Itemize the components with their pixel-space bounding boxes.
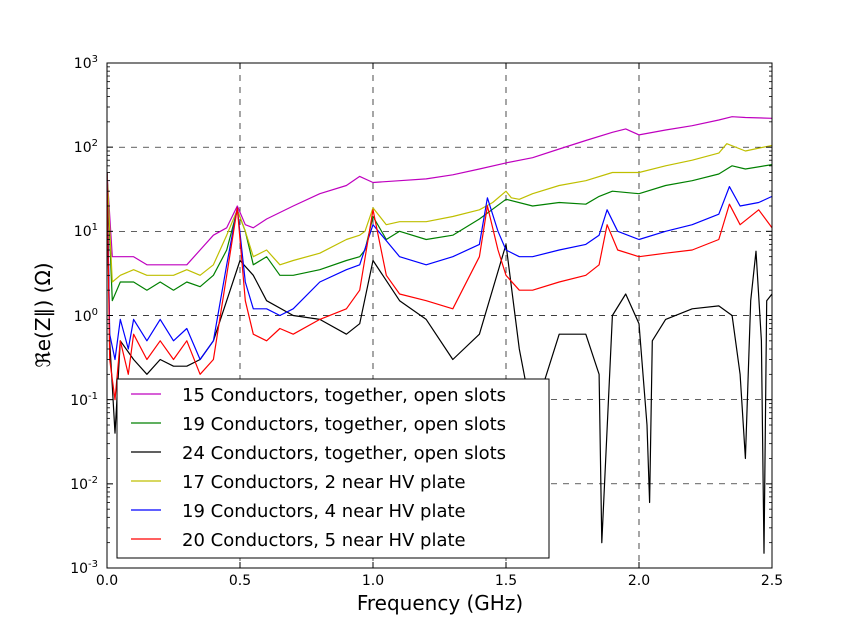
y-tick-base-1: 10 — [70, 477, 88, 493]
x-tick-label-2: 1.0 — [362, 573, 384, 589]
x-axis-label: Frequency (GHz) — [357, 591, 523, 615]
y-tick-exponent-1: -2 — [88, 475, 98, 486]
y-tick-label-3: 100 — [74, 307, 98, 325]
y-tick-exponent-3: 0 — [92, 307, 98, 318]
x-tick-label-5: 2.5 — [761, 573, 783, 589]
y-tick-base-3: 10 — [74, 309, 92, 325]
y-tick-exponent-5: 2 — [92, 138, 98, 149]
legend-label-4: 19 Conductors, 4 near HV plate — [182, 501, 466, 522]
y-tick-base-2: 10 — [70, 393, 88, 409]
y-tick-label-6: 103 — [74, 54, 98, 72]
legend-label-5: 20 Conductors, 5 near HV plate — [182, 530, 466, 551]
legend: 15 Conductors, together, open slots 19 C… — [116, 378, 550, 559]
y-tick-base-4: 10 — [74, 224, 92, 240]
y-tick-exponent-2: -1 — [88, 391, 98, 402]
x-tick-label-4: 2.0 — [628, 573, 650, 589]
y-tick-base-5: 10 — [74, 140, 92, 156]
y-tick-label-4: 101 — [74, 222, 98, 240]
y-tick-base-0: 10 — [70, 561, 88, 577]
y-tick-label-1: 10-2 — [70, 475, 98, 493]
y-tick-label-2: 10-1 — [70, 391, 98, 409]
legend-label-1: 19 Conductors, together, open slots — [182, 414, 506, 435]
y-tick-exponent-4: 1 — [92, 222, 98, 233]
axis-ticks — [106, 62, 773, 569]
series-line-1 — [107, 164, 772, 302]
series-line-5 — [107, 172, 772, 401]
x-tick-label-0: 0.0 — [96, 573, 118, 589]
y-tick-exponent-6: 3 — [92, 54, 98, 65]
x-tick-label-1: 0.5 — [229, 573, 251, 589]
series-line-4 — [107, 172, 772, 361]
legend-label-3: 17 Conductors, 2 near HV plate — [182, 472, 466, 493]
legend-label-2: 24 Conductors, together, open slots — [182, 443, 506, 464]
series-line-0 — [107, 116, 772, 266]
series-line-3 — [107, 143, 772, 283]
x-tick-label-3: 1.5 — [495, 573, 517, 589]
y-tick-label-0: 10-3 — [70, 559, 98, 577]
legend-label-0: 15 Conductors, together, open slots — [182, 385, 506, 406]
legend-box — [116, 378, 550, 559]
y-tick-label-5: 102 — [74, 138, 98, 156]
y-tick-exponent-0: -3 — [88, 559, 98, 570]
series-lines — [107, 116, 772, 554]
y-axis-label: ℜe(Z∥) (Ω) — [31, 262, 55, 367]
series-line-2 — [107, 172, 772, 554]
y-tick-base-6: 10 — [74, 56, 92, 72]
